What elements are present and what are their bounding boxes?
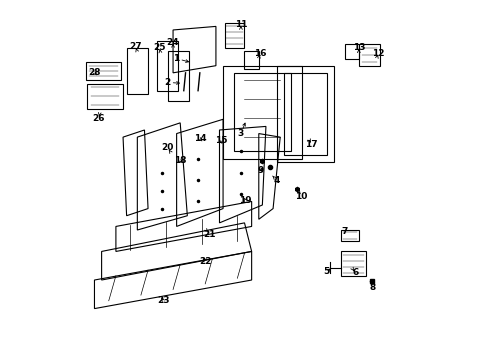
Text: 2: 2 (164, 78, 170, 87)
Text: 4: 4 (273, 176, 279, 185)
Text: 6: 6 (351, 268, 358, 277)
Text: 13: 13 (352, 43, 365, 52)
Text: 27: 27 (129, 42, 142, 51)
Text: 10: 10 (295, 192, 307, 201)
Text: 20: 20 (161, 143, 174, 152)
Text: 8: 8 (368, 283, 375, 292)
Text: 14: 14 (193, 134, 206, 143)
Text: 21: 21 (203, 230, 215, 239)
Text: 16: 16 (253, 49, 265, 58)
Text: 17: 17 (305, 140, 317, 149)
Text: 22: 22 (199, 257, 211, 266)
Text: 1: 1 (173, 54, 180, 63)
Text: 12: 12 (371, 49, 384, 58)
Text: 28: 28 (88, 68, 101, 77)
Text: 11: 11 (234, 20, 246, 29)
Text: 26: 26 (92, 114, 105, 123)
Text: 25: 25 (153, 43, 165, 52)
Text: 3: 3 (237, 129, 244, 138)
Text: 9: 9 (257, 166, 263, 175)
Text: 18: 18 (174, 156, 186, 165)
Text: 7: 7 (341, 227, 347, 236)
Text: 5: 5 (323, 267, 329, 276)
Text: 19: 19 (239, 196, 251, 205)
Text: 23: 23 (157, 296, 169, 305)
Text: 15: 15 (215, 136, 227, 145)
Text: 24: 24 (166, 38, 179, 47)
